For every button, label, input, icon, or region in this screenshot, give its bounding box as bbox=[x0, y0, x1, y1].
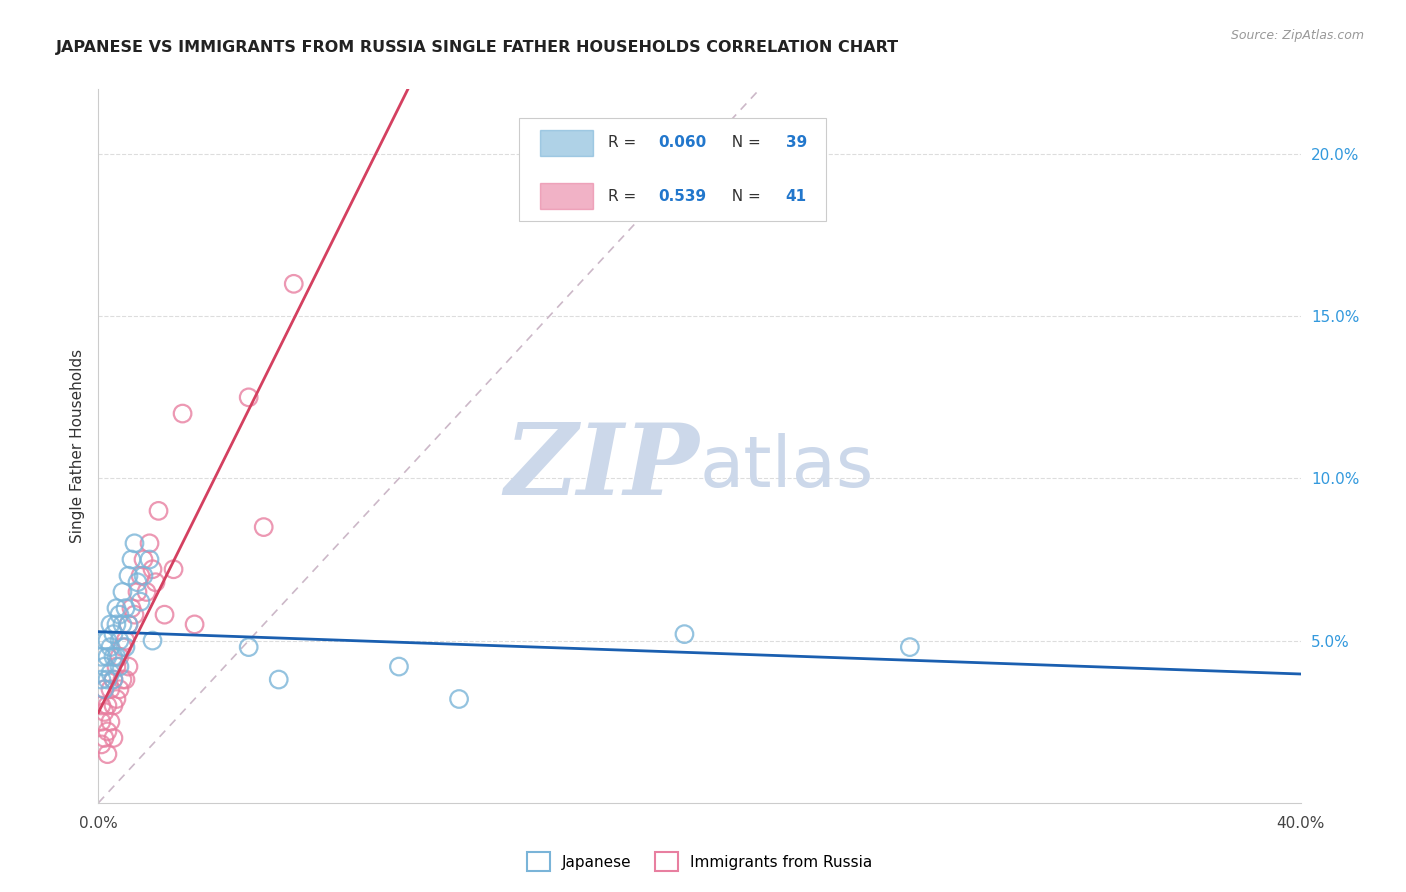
Point bbox=[117, 617, 139, 632]
Point bbox=[103, 649, 125, 664]
FancyBboxPatch shape bbox=[540, 130, 593, 155]
Point bbox=[267, 673, 290, 687]
FancyBboxPatch shape bbox=[519, 118, 825, 221]
Point bbox=[153, 607, 176, 622]
Point bbox=[121, 552, 143, 566]
Point bbox=[138, 536, 160, 550]
Point bbox=[90, 673, 112, 687]
Point bbox=[114, 601, 136, 615]
Point bbox=[121, 601, 143, 615]
Point bbox=[117, 617, 139, 632]
Point bbox=[103, 673, 125, 687]
Point bbox=[103, 731, 125, 745]
Point bbox=[90, 714, 112, 729]
FancyBboxPatch shape bbox=[540, 184, 593, 209]
Point bbox=[93, 682, 115, 697]
Point bbox=[238, 390, 260, 404]
Point bbox=[96, 649, 118, 664]
Point bbox=[447, 692, 470, 706]
Point bbox=[162, 562, 184, 576]
Point bbox=[90, 738, 112, 752]
Point bbox=[103, 698, 125, 713]
Point bbox=[111, 640, 134, 654]
Point bbox=[100, 640, 122, 654]
Point bbox=[90, 649, 112, 664]
Point bbox=[100, 682, 122, 697]
Point bbox=[93, 633, 115, 648]
Text: Source: ZipAtlas.com: Source: ZipAtlas.com bbox=[1230, 29, 1364, 42]
Point bbox=[183, 617, 205, 632]
Point bbox=[117, 659, 139, 673]
Point bbox=[105, 659, 128, 673]
Point bbox=[238, 640, 260, 654]
Point bbox=[108, 607, 131, 622]
Point bbox=[124, 607, 146, 622]
Point bbox=[105, 617, 128, 632]
Point bbox=[145, 575, 167, 590]
Point bbox=[283, 277, 305, 291]
Point bbox=[108, 649, 131, 664]
Point bbox=[111, 617, 134, 632]
Point bbox=[117, 568, 139, 582]
Text: R =: R = bbox=[607, 136, 641, 150]
Point bbox=[141, 562, 163, 576]
Point bbox=[132, 568, 155, 582]
Point bbox=[105, 692, 128, 706]
Point bbox=[135, 585, 157, 599]
Point bbox=[100, 714, 122, 729]
Text: 0.539: 0.539 bbox=[658, 189, 706, 203]
Point bbox=[93, 705, 115, 719]
Point bbox=[129, 595, 152, 609]
Point bbox=[138, 552, 160, 566]
Point bbox=[96, 633, 118, 648]
Point bbox=[108, 633, 131, 648]
Point bbox=[96, 698, 118, 713]
Point bbox=[93, 731, 115, 745]
Point bbox=[127, 575, 149, 590]
Point bbox=[148, 504, 170, 518]
Point bbox=[111, 585, 134, 599]
Point bbox=[96, 747, 118, 761]
Point bbox=[108, 682, 131, 697]
Text: N =: N = bbox=[723, 136, 766, 150]
Point bbox=[96, 673, 118, 687]
Point bbox=[253, 520, 276, 534]
Point bbox=[100, 617, 122, 632]
Text: atlas: atlas bbox=[700, 433, 875, 502]
Point bbox=[132, 552, 155, 566]
Text: R =: R = bbox=[607, 189, 641, 203]
Point bbox=[124, 536, 146, 550]
Point bbox=[129, 568, 152, 582]
Point bbox=[127, 585, 149, 599]
Text: 39: 39 bbox=[786, 136, 807, 150]
Point bbox=[100, 666, 122, 681]
Point bbox=[172, 407, 194, 421]
Point bbox=[93, 682, 115, 697]
Point bbox=[96, 724, 118, 739]
Point bbox=[90, 698, 112, 713]
Y-axis label: Single Father Households: Single Father Households bbox=[69, 349, 84, 543]
Point bbox=[114, 640, 136, 654]
Point bbox=[111, 673, 134, 687]
Text: JAPANESE VS IMMIGRANTS FROM RUSSIA SINGLE FATHER HOUSEHOLDS CORRELATION CHART: JAPANESE VS IMMIGRANTS FROM RUSSIA SINGL… bbox=[56, 40, 900, 55]
Point bbox=[898, 640, 921, 654]
Text: N =: N = bbox=[723, 189, 766, 203]
Point bbox=[114, 673, 136, 687]
Text: 41: 41 bbox=[786, 189, 807, 203]
Text: 0.060: 0.060 bbox=[658, 136, 707, 150]
Point bbox=[388, 659, 411, 673]
Point bbox=[105, 601, 128, 615]
Point bbox=[103, 673, 125, 687]
Point bbox=[103, 627, 125, 641]
Point bbox=[108, 659, 131, 673]
Text: ZIP: ZIP bbox=[505, 419, 700, 516]
Point bbox=[105, 649, 128, 664]
Legend: Japanese, Immigrants from Russia: Japanese, Immigrants from Russia bbox=[520, 847, 879, 877]
Point bbox=[673, 627, 696, 641]
Point bbox=[93, 659, 115, 673]
Point bbox=[141, 633, 163, 648]
Point bbox=[114, 633, 136, 648]
